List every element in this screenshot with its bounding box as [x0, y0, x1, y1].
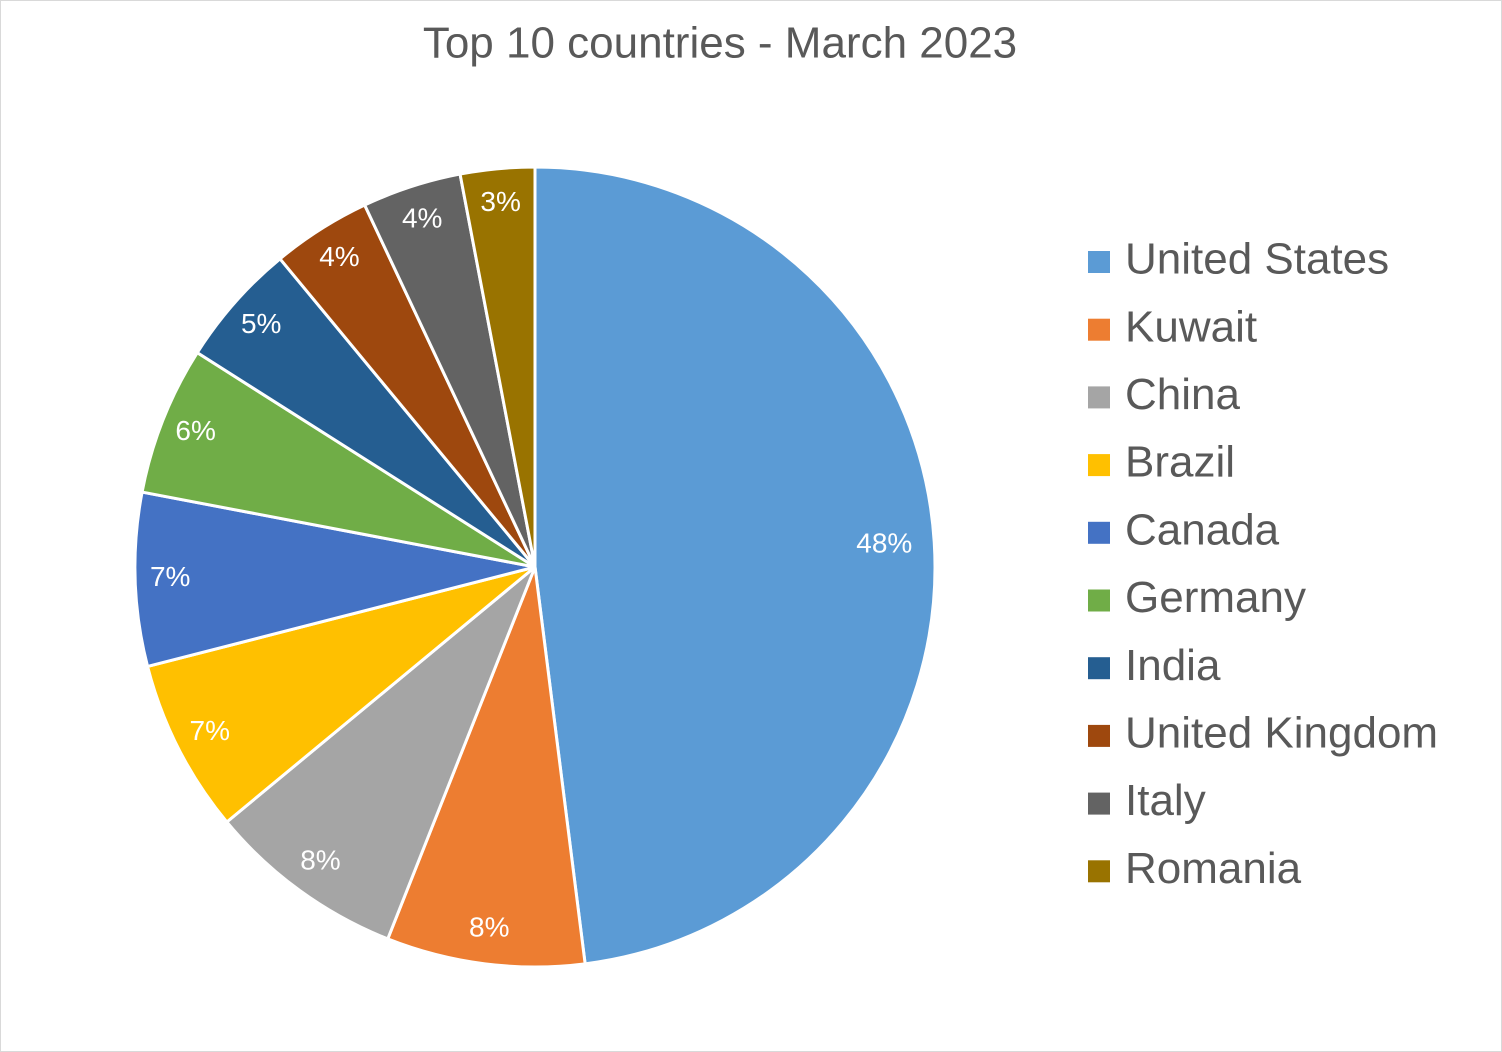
pie-slice	[140, 350, 536, 569]
legend-swatch	[1088, 318, 1110, 341]
pie-slice	[385, 566, 587, 969]
pie-slice	[533, 165, 937, 966]
legend-swatch	[1088, 589, 1110, 612]
legend-label: Canada	[1125, 505, 1280, 554]
legend-swatch	[1088, 454, 1110, 477]
data-label: 7%	[190, 715, 230, 746]
data-label: 6%	[175, 415, 215, 446]
legend-swatch	[1088, 386, 1110, 409]
data-label: 8%	[469, 912, 509, 943]
legend-swatch	[1088, 251, 1110, 273]
pie-slice	[458, 165, 537, 568]
data-label: 7%	[150, 561, 190, 592]
legend-label: Kuwait	[1125, 302, 1257, 351]
legend-swatch	[1088, 860, 1110, 883]
data-label: 48%	[856, 527, 912, 558]
legend-label: Romania	[1125, 844, 1302, 893]
legend-label: United Kingdom	[1125, 709, 1438, 758]
legend-swatch	[1088, 792, 1110, 815]
data-label: 8%	[300, 845, 340, 876]
legend-label: Germany	[1125, 573, 1306, 622]
legend-swatch	[1088, 724, 1110, 747]
data-label: 5%	[241, 308, 281, 339]
pie-slice	[224, 565, 537, 941]
legend-label: China	[1125, 370, 1240, 419]
chart-title: Top 10 countries - March 2023	[423, 19, 1017, 68]
data-label: 4%	[402, 202, 442, 233]
pie-slice	[133, 490, 536, 669]
legend-swatch	[1088, 521, 1110, 544]
legend-label: India	[1125, 641, 1221, 690]
legend-swatch	[1088, 657, 1110, 680]
legend-label: Brazil	[1125, 438, 1235, 487]
legend-label: Italy	[1125, 776, 1206, 825]
data-label: 3%	[480, 186, 520, 217]
data-label: 4%	[319, 241, 359, 272]
pie-slice	[145, 565, 536, 825]
legend-label: United States	[1125, 235, 1389, 284]
